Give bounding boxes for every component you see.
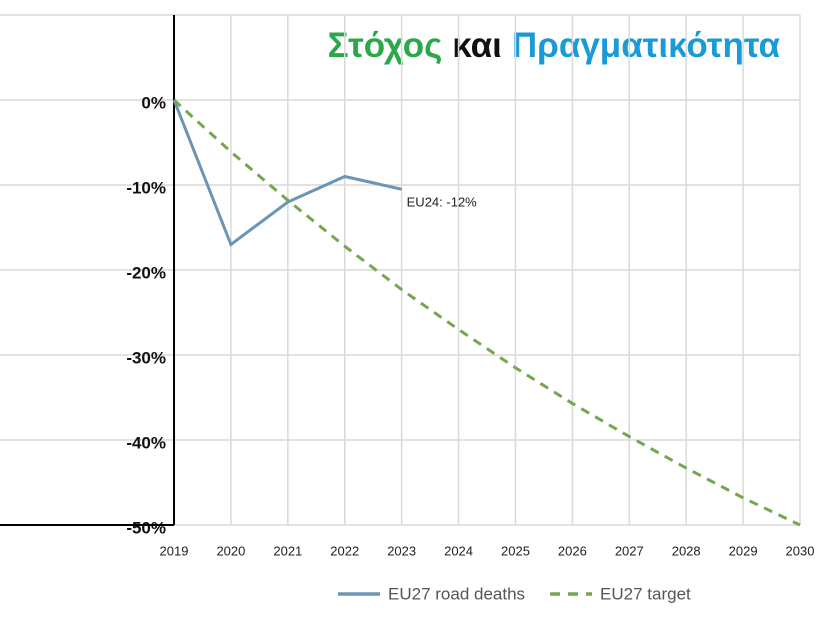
x-tick-label: 2028 (672, 543, 701, 558)
chart-title: Στόχος και Πραγματικότητα (328, 26, 781, 65)
x-tick-label: 2021 (273, 543, 302, 558)
x-tick-label: 2024 (444, 543, 473, 558)
x-tick-label: 2027 (615, 543, 644, 558)
annotation: EU24: -12% (407, 195, 478, 210)
title-part: Πραγματικότητα (512, 26, 781, 65)
y-tick-label: -20% (126, 263, 166, 282)
x-tick-label: 2020 (216, 543, 245, 558)
x-tick-label: 2029 (729, 543, 758, 558)
title-part: και (452, 26, 502, 65)
legend-label: EU27 road deaths (388, 584, 525, 603)
title-part: Στόχος (328, 26, 443, 65)
x-tick-label: 2019 (160, 543, 189, 558)
y-tick-label: -30% (126, 348, 166, 367)
x-tick-label: 2022 (330, 543, 359, 558)
legend-label: EU27 target (600, 584, 691, 603)
series-line (173, 98, 801, 527)
x-tick-label: 2025 (501, 543, 530, 558)
x-tick-label: 2030 (786, 543, 815, 558)
y-tick-label: -40% (126, 433, 166, 452)
y-tick-label: -10% (126, 178, 166, 197)
y-tick-label: 0% (141, 93, 166, 112)
x-tick-label: 2026 (558, 543, 587, 558)
x-tick-label: 2023 (387, 543, 416, 558)
y-tick-label: -50% (126, 518, 166, 537)
